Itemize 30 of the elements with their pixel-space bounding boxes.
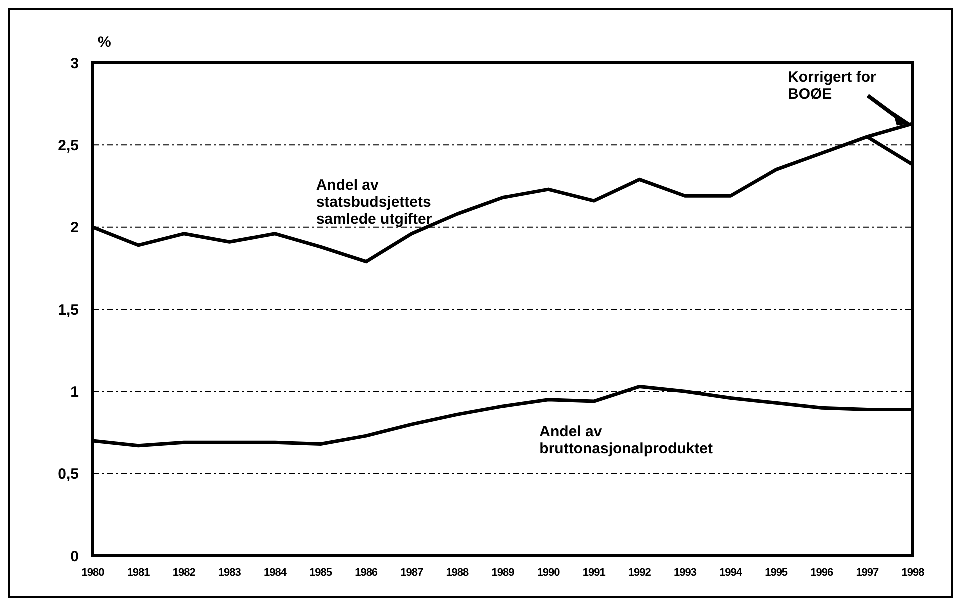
x-tick-label: 1994 [720, 567, 744, 579]
x-tick-label: 1981 [127, 567, 150, 579]
x-tick-label: 1990 [537, 567, 560, 579]
y-tick-label: 0,5 [58, 466, 79, 484]
x-tick-label: 1996 [810, 567, 834, 579]
x-tick-label: 1982 [172, 567, 196, 579]
x-tick-label: 1992 [628, 567, 652, 579]
x-tick-label: 1988 [446, 567, 470, 579]
x-tick-label: 1991 [582, 567, 606, 579]
x-tick-label: 1998 [902, 567, 925, 579]
y-tick-label: 2 [70, 220, 79, 237]
y-axis-title: % [98, 34, 112, 51]
text: Korrigert for BOØE [788, 68, 876, 103]
series-label: Andel av bruttonasjonalproduktet [540, 424, 713, 458]
y-tick-label: 1,5 [58, 302, 79, 319]
x-tick-label: 1989 [492, 567, 515, 579]
y-tick-label: 3 [70, 55, 79, 72]
series-label: Andel av statsbudsjettets samlede utgifter [316, 176, 432, 228]
x-tick-label: 1987 [400, 567, 424, 579]
y-tick-label: 1 [70, 384, 79, 401]
x-tick-label: 1995 [765, 567, 788, 579]
x-tick-label: 1984 [264, 567, 288, 579]
x-tick-label: 1985 [310, 567, 332, 579]
x-tick-label: 1993 [674, 567, 697, 579]
x-tick-label: 1980 [82, 567, 105, 579]
x-tick-label: 1986 [355, 567, 378, 579]
y-tick-label: 2,5 [58, 137, 79, 154]
y-tick-label: 0 [70, 548, 79, 566]
x-tick-label: 1983 [218, 567, 242, 579]
x-tick-label: 1997 [856, 567, 880, 579]
